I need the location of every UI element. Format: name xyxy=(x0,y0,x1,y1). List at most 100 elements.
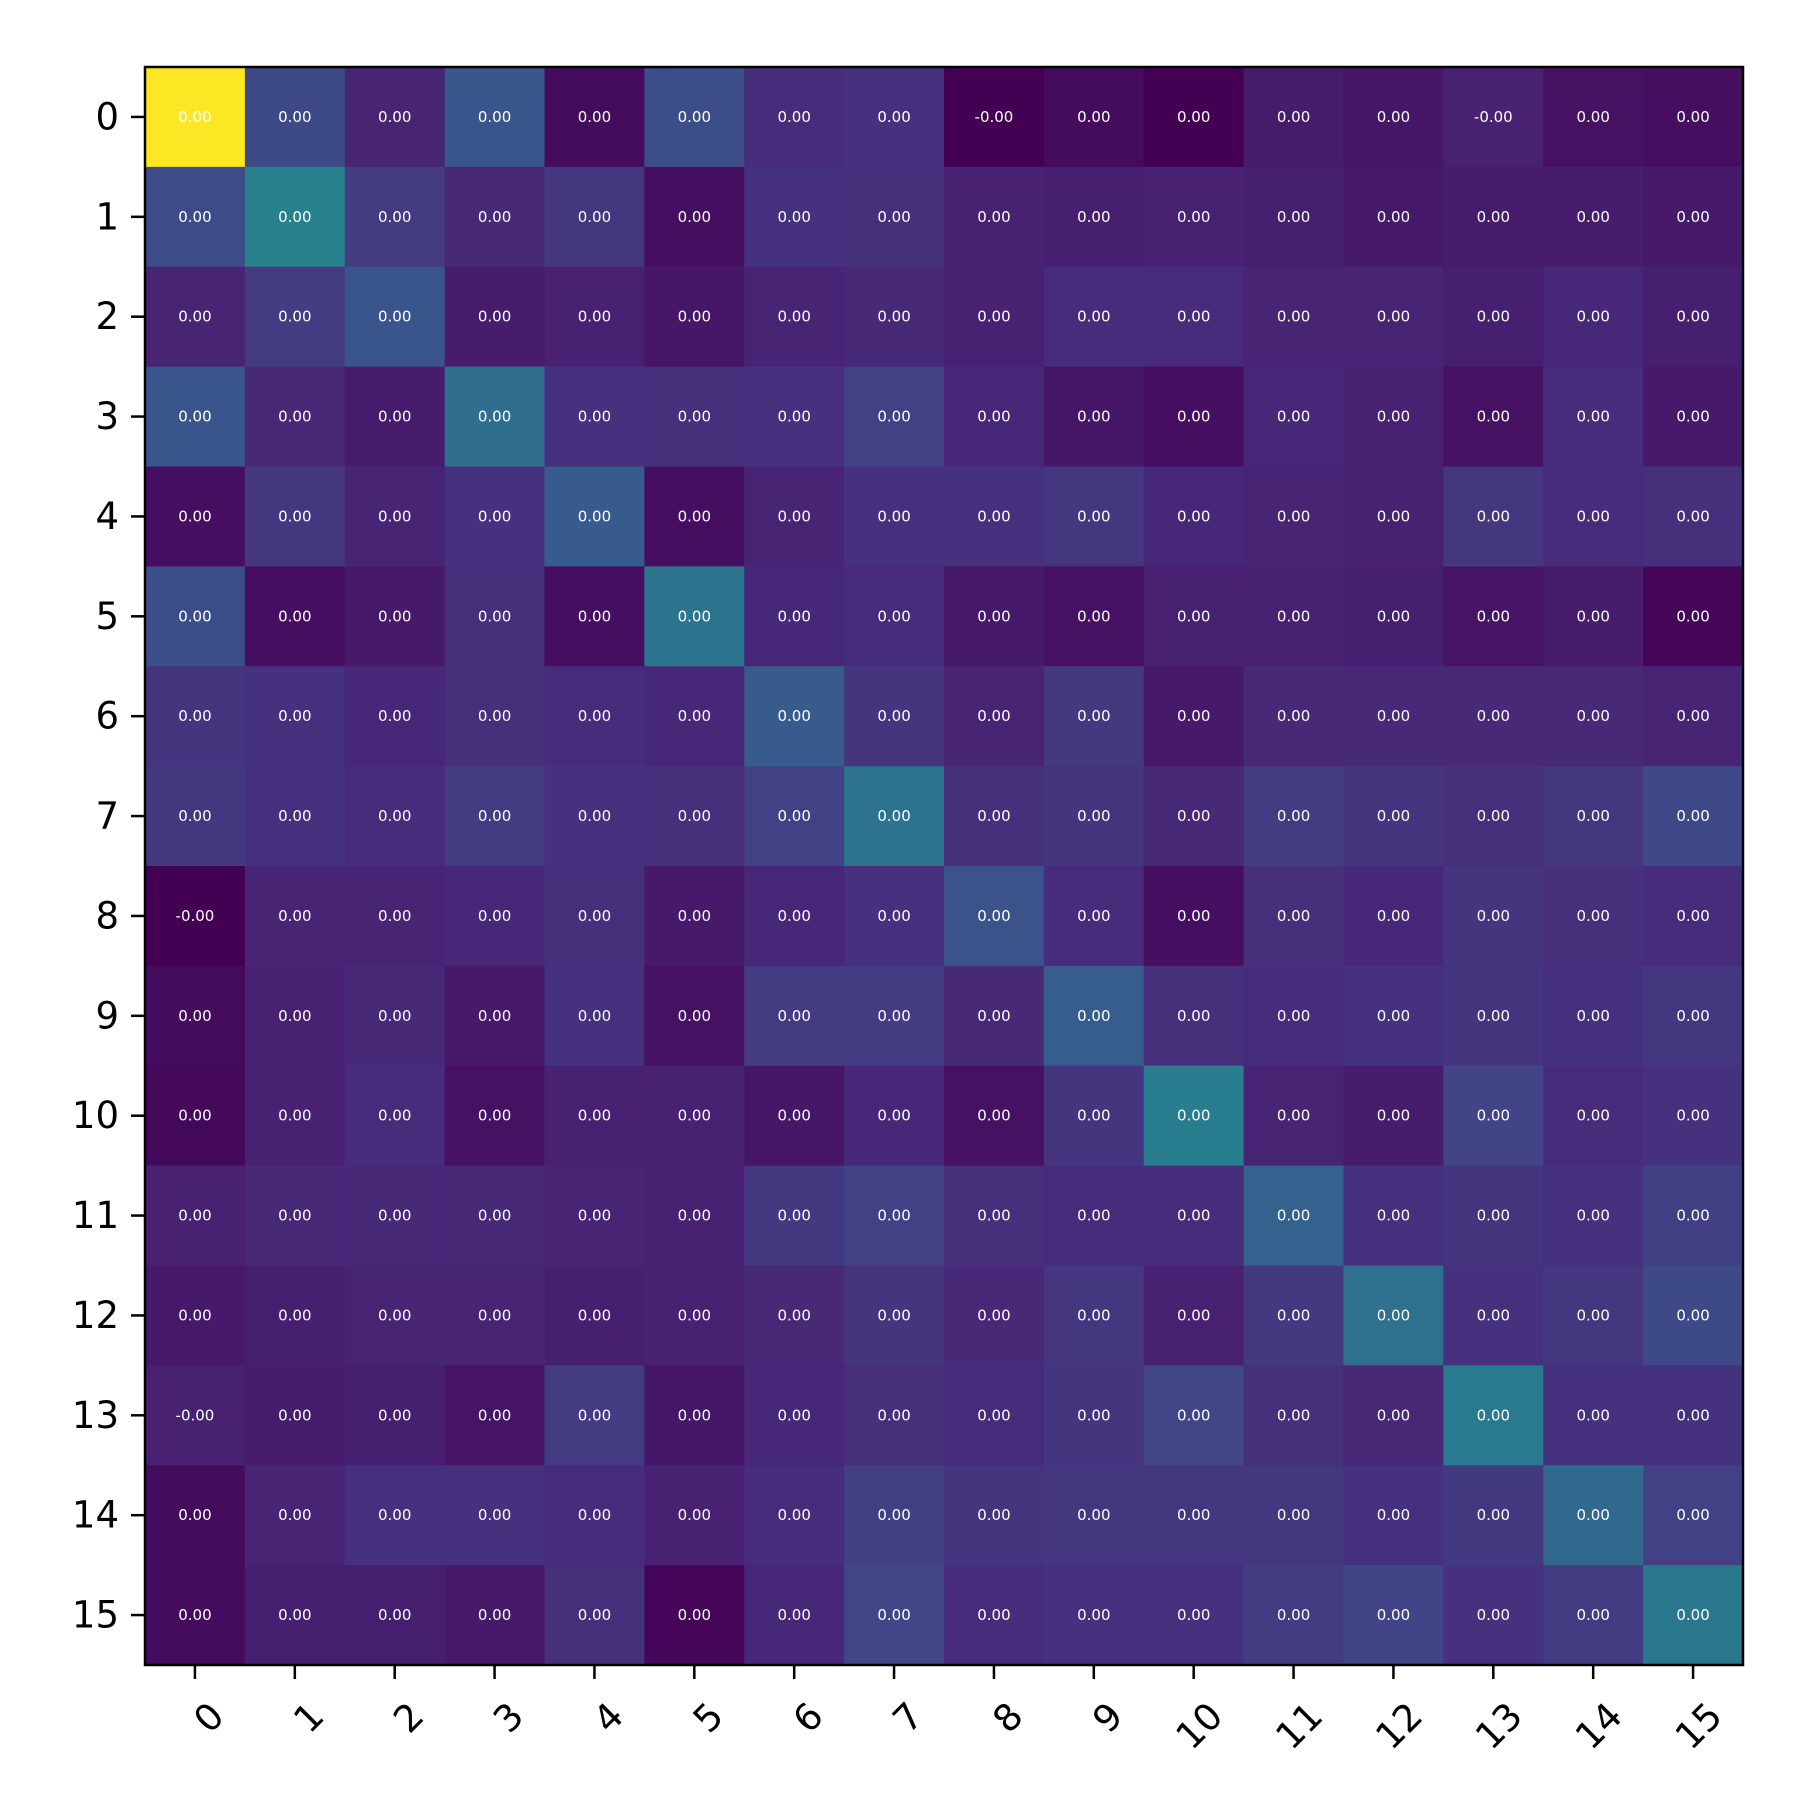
heatmap-cell xyxy=(944,666,1045,767)
cell-value-label: 0.00 xyxy=(877,408,910,426)
cell-value-label: 0.00 xyxy=(777,408,810,426)
cell-value-label: 0.00 xyxy=(1377,1107,1410,1125)
cell-value-label: 0.00 xyxy=(378,1406,411,1424)
cell-value-label: 0.00 xyxy=(278,1406,311,1424)
cell-value-label: 0.00 xyxy=(1077,707,1110,725)
heatmap-cell xyxy=(1243,866,1345,967)
heatmap-cell xyxy=(1143,1065,1245,1167)
heatmap-cell xyxy=(544,1065,645,1167)
heatmap-cell xyxy=(344,1465,446,1566)
cell-value-label: 0.00 xyxy=(877,1207,910,1225)
cell-value-label: 0.00 xyxy=(1277,807,1310,825)
cell-value-label: 0.00 xyxy=(977,208,1010,226)
cell-value-label: 0.00 xyxy=(578,1506,611,1524)
heatmap-cell xyxy=(544,166,645,268)
heatmap-cell xyxy=(844,1565,945,1666)
heatmap-cell xyxy=(1443,666,1544,767)
heatmap-cell xyxy=(944,166,1045,268)
cell-value-label: 0.00 xyxy=(1576,1207,1609,1225)
heatmap-cell xyxy=(844,566,945,667)
y-tick-label: 13 xyxy=(72,1394,119,1437)
cell-value-label: 0.00 xyxy=(1177,1107,1210,1125)
cell-value-label: 0.00 xyxy=(1277,108,1310,126)
cell-value-label: 0.00 xyxy=(1077,208,1110,226)
heatmap-cell xyxy=(1643,965,1744,1067)
heatmap-cell xyxy=(145,1365,246,1466)
heatmap-cell xyxy=(944,566,1045,667)
cell-value-label: 0.00 xyxy=(178,507,211,525)
heatmap-cell xyxy=(444,1365,546,1466)
heatmap-cell xyxy=(444,466,546,567)
heatmap-cells xyxy=(145,67,1744,1666)
heatmap-cell xyxy=(1643,466,1744,567)
cell-value-label: 0.00 xyxy=(178,707,211,725)
heatmap-cell xyxy=(844,466,945,567)
cell-value-label: 0.00 xyxy=(777,1306,810,1324)
heatmap-cell xyxy=(344,166,446,268)
heatmap-cell xyxy=(1543,1165,1644,1267)
heatmap-cell xyxy=(344,266,446,368)
heatmap-cell xyxy=(444,1565,546,1666)
cell-value-label: 0.00 xyxy=(877,1107,910,1125)
heatmap-cell xyxy=(1443,1365,1544,1466)
heatmap-cell xyxy=(444,1165,546,1267)
cell-value-label: 0.00 xyxy=(378,907,411,925)
heatmap-cell xyxy=(244,566,346,667)
cell-value-label: 0.00 xyxy=(1177,1606,1210,1624)
cell-value-label: 0.00 xyxy=(1576,308,1609,326)
cell-value-label: 0.00 xyxy=(678,1606,711,1624)
heatmap-cell xyxy=(1243,965,1345,1067)
cell-value-label: 0.00 xyxy=(178,1606,211,1624)
heatmap-cell xyxy=(644,566,745,667)
heatmap-cell xyxy=(1143,266,1245,368)
heatmap-cell xyxy=(344,566,446,667)
cell-value-label: 0.00 xyxy=(1576,607,1609,625)
cell-value-label: 0.00 xyxy=(977,1107,1010,1125)
cell-value-label: 0.00 xyxy=(378,807,411,825)
cell-value-label: 0.00 xyxy=(877,1306,910,1324)
heatmap-cell xyxy=(1143,1365,1245,1466)
heatmap-cell xyxy=(1143,1465,1245,1566)
cell-value-label: 0.00 xyxy=(1277,308,1310,326)
cell-value-label: 0.00 xyxy=(1477,1606,1510,1624)
cell-value-label: 0.00 xyxy=(178,1506,211,1524)
heatmap-cell xyxy=(644,1165,745,1267)
heatmap-cell xyxy=(1143,666,1245,767)
heatmap-cell xyxy=(1443,466,1544,567)
cell-value-label: 0.00 xyxy=(1277,1606,1310,1624)
heatmap-cell xyxy=(344,1265,446,1366)
heatmap-cell xyxy=(1443,1565,1544,1666)
cell-value-label: 0.00 xyxy=(877,707,910,725)
heatmap-cell xyxy=(145,266,246,368)
cell-value-label: 0.00 xyxy=(1477,408,1510,426)
heatmap-cell xyxy=(145,566,246,667)
cell-value-label: 0.00 xyxy=(1377,1406,1410,1424)
heatmap-cell xyxy=(544,666,645,767)
heatmap-cell xyxy=(544,67,645,168)
cell-value-label: 0.00 xyxy=(777,1007,810,1025)
cell-value-label: 0.00 xyxy=(977,408,1010,426)
cell-value-label: 0.00 xyxy=(1676,907,1709,925)
cell-value-label: 0.00 xyxy=(1477,507,1510,525)
heatmap-cell xyxy=(145,965,246,1067)
heatmap-cell xyxy=(244,1065,346,1167)
heatmap-cell xyxy=(1343,166,1444,268)
cell-value-label: 0.00 xyxy=(1277,1107,1310,1125)
heatmap-cell xyxy=(1443,1065,1544,1167)
heatmap-cell xyxy=(744,1465,845,1566)
heatmap-cell xyxy=(1443,166,1544,268)
x-tick-label: 4 xyxy=(585,1694,632,1741)
cell-value-label: 0.00 xyxy=(478,807,511,825)
x-tick-label: 15 xyxy=(1667,1694,1731,1758)
cell-value-label: 0.00 xyxy=(378,1207,411,1225)
x-tick-label: 13 xyxy=(1467,1694,1531,1758)
y-tick-label: 0 xyxy=(95,95,119,138)
cell-value-label: 0.00 xyxy=(378,607,411,625)
y-tick-label: 12 xyxy=(72,1294,119,1337)
heatmap-cell xyxy=(344,1165,446,1267)
cell-value-label: 0.00 xyxy=(678,907,711,925)
heatmap-cell xyxy=(1043,266,1145,368)
cell-value-label: 0.00 xyxy=(478,507,511,525)
cell-value-label: 0.00 xyxy=(578,1007,611,1025)
